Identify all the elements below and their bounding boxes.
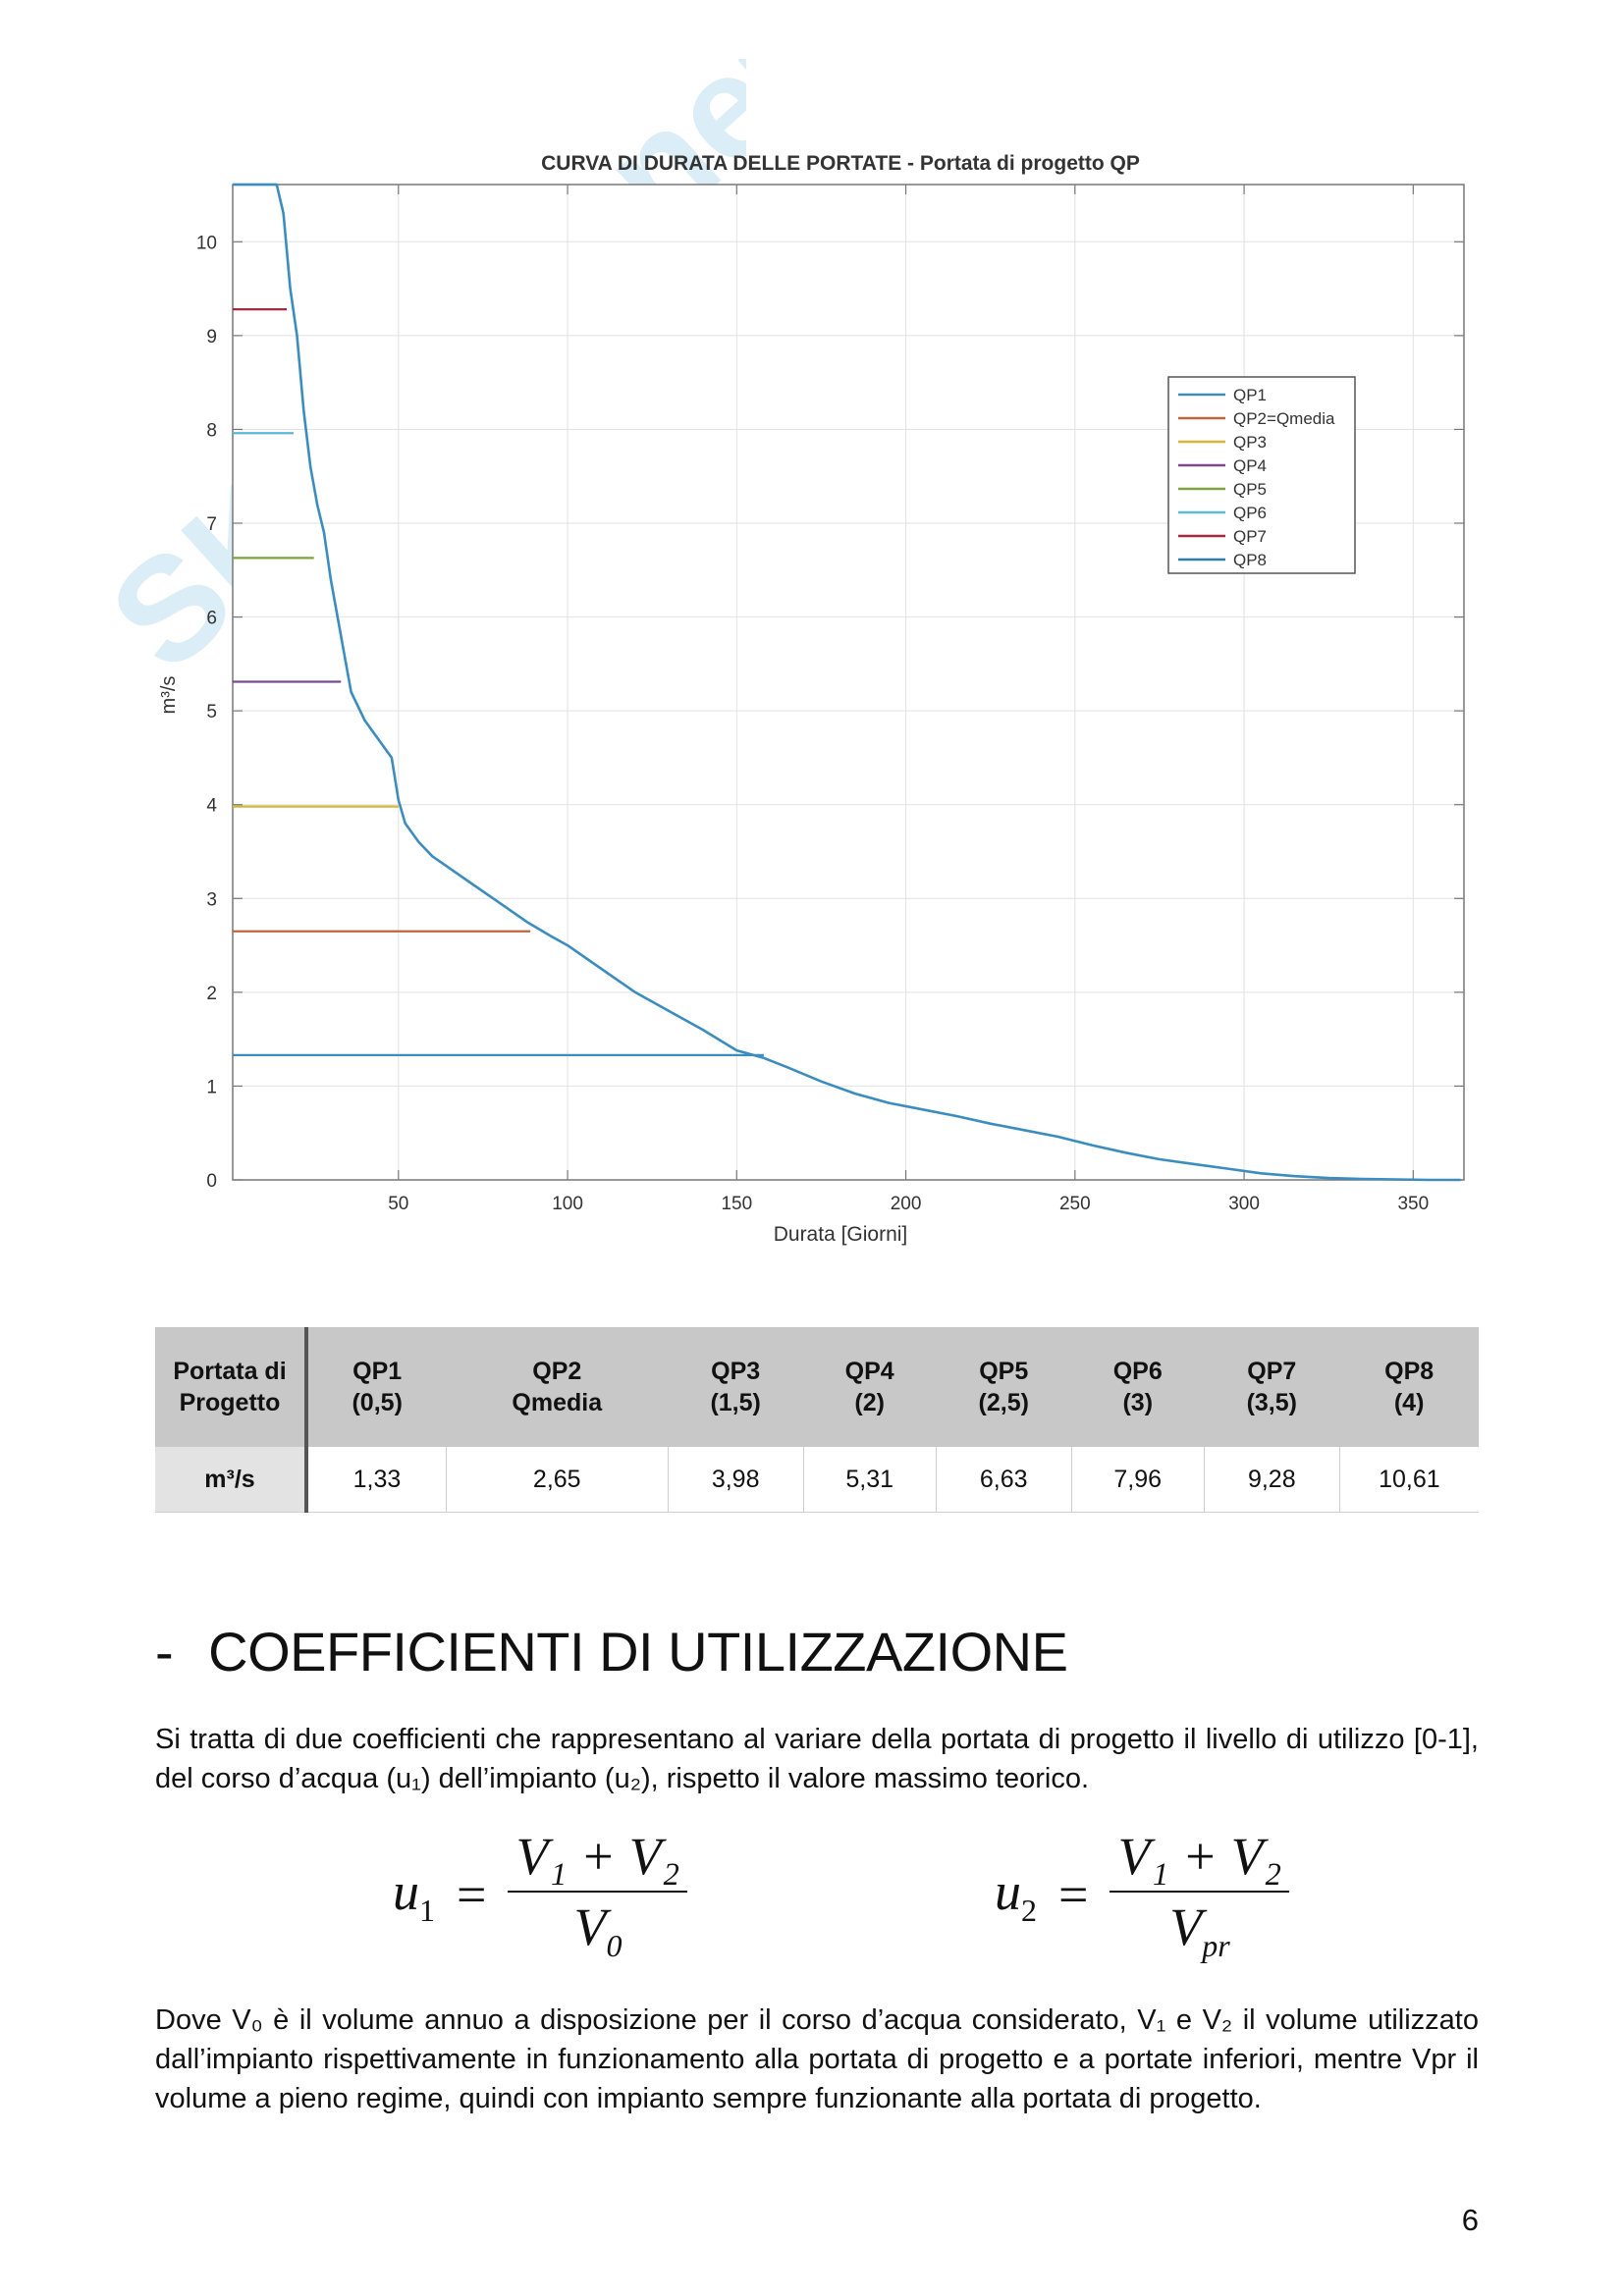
x-tick-label: 100 [552,1194,583,1214]
x-axis-label: Durata [Giorni] [774,1223,908,1246]
y-tick-label: 2 [206,984,217,1004]
duration-curve-line [233,183,1461,1182]
legend-label: QP6 [1233,504,1267,522]
chart-title: CURVA DI DURATA DELLE PORTATE - Portata … [541,152,1140,175]
legend-label: QP4 [1233,456,1267,475]
definitions-paragraph: Dove V₀ è il volume annuo a disposizione… [155,2004,1479,2114]
table-cell: 2,65 [446,1447,669,1513]
table-cell: 9,28 [1204,1447,1340,1513]
y-tick-label: 6 [206,609,217,629]
col-header: QP2 Qmedia [446,1327,669,1447]
legend-label: QP5 [1233,480,1267,499]
fraction-denominator: Vpr [1169,1897,1230,1963]
table-cell: 1,33 [306,1447,447,1513]
table-cell: 7,96 [1071,1447,1205,1513]
table-cell: 5,31 [803,1447,937,1513]
legend-label: QP2=Qmedia [1233,409,1335,428]
page-number: 6 [1461,2203,1479,2237]
y-axis-ticks: 0 1 2 3 4 5 6 7 8 9 10 [196,233,1464,1192]
col-header: QP5 (2,5) [936,1327,1072,1447]
x-tick-label: 250 [1059,1194,1091,1214]
col-header: QP1 (0,5) [306,1327,447,1447]
x-tick-label: 200 [891,1194,922,1214]
y-tick-label: 5 [206,702,217,722]
equals-sign: = [1058,1865,1089,1925]
design-flow-table: Portata di Progetto QP1 (0,5) QP2 Qmedia Q… [155,1327,1479,1513]
fraction-denominator: V0 [573,1897,623,1963]
y-axis-label: m³/s [158,676,180,715]
y-tick-label: 3 [206,889,217,910]
formula-u1: u1 = V₁ + V₂ V0 [393,1826,688,1964]
fraction: V₁ + V₂ Vpr [1110,1826,1290,1964]
row-header-portata: Portata di Progetto [155,1327,308,1447]
plot-area [232,184,1465,1181]
y-tick-label: 9 [206,327,217,347]
y-tick-label: 0 [206,1171,217,1192]
legend-label: QP8 [1233,551,1267,569]
x-tick-label: 50 [388,1194,408,1214]
col-header: QP7 (3,5) [1204,1327,1340,1447]
fraction-numerator: V₁ + V₂ [1110,1826,1290,1893]
table-header-row: Portata di Progetto QP1 (0,5) QP2 Qmedia Q… [155,1327,1479,1447]
x-tick-label: 300 [1228,1194,1260,1214]
col-header: QP8 (4) [1339,1327,1479,1447]
x-tick-label: 350 [1397,1194,1429,1214]
table-row: m³/s 1,33 2,65 3,98 5,31 6,63 7,96 9,28 … [155,1447,1479,1513]
col-header: QP6 (3) [1071,1327,1205,1447]
fraction: V₁ + V₂ V0 [508,1826,688,1964]
y-tick-label: 4 [206,796,217,817]
fraction-numerator: V₁ + V₂ [508,1826,688,1893]
section-heading: - COEFFICIENTI DI UTILIZZAZIONE [155,1620,1068,1683]
formula-lhs: u2 [995,1862,1037,1928]
x-axis-ticks: 50 100 150 200 250 300 350 [388,185,1429,1214]
unit-label-cell: m³/s [155,1447,308,1513]
table-cell: 10,61 [1339,1447,1479,1513]
table-cell: 3,98 [668,1447,804,1513]
legend-label: QP3 [1233,433,1267,452]
legend-box [1167,376,1356,574]
chart-legend: QP1 QP2=Qmedia QP3 QP4 QP5 QP6 QP7 QP8 [1167,376,1356,574]
equals-sign: = [457,1865,487,1925]
duration-curve-chart: CURVA DI DURATA DELLE PORTATE - Portata … [158,152,1465,1246]
y-tick-label: 10 [196,233,217,253]
y-tick-label: 8 [206,420,217,441]
heading-title: COEFFICIENTI DI UTILIZZAZIONE [208,1621,1068,1682]
y-tick-label: 7 [206,514,217,535]
table-cell: 6,63 [936,1447,1072,1513]
col-header: QP3 (1,5) [668,1327,804,1447]
formula-lhs: u1 [393,1862,435,1928]
col-header: QP4 (2) [803,1327,937,1447]
formula-u2: u2 = V₁ + V₂ Vpr [995,1826,1290,1964]
legend-label: QP7 [1233,527,1267,546]
x-tick-label: 150 [721,1194,752,1214]
legend-label: QP1 [1233,386,1267,404]
intro-paragraph: Si tratta di due coefficienti che rappre… [155,1724,1479,1794]
heading-dash: - [155,1621,174,1682]
y-tick-label: 1 [206,1077,217,1097]
